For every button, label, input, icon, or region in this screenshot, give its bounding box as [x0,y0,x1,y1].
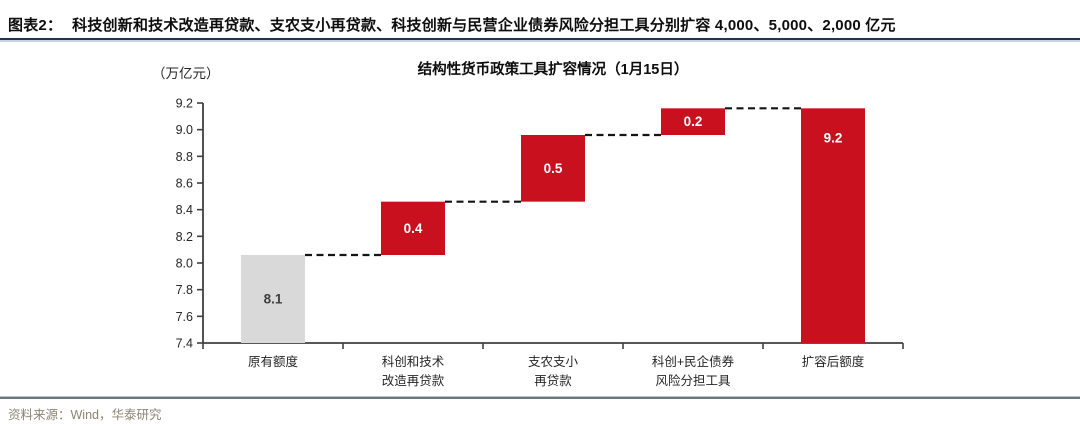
bar-value-label: 0.4 [404,221,423,236]
x-category-label: 扩容后额度 [802,354,865,369]
y-tick-label: 7.6 [176,310,193,324]
x-category-label: 风险分担工具 [655,373,731,388]
bar-value-label: 8.1 [264,292,283,307]
bar-value-label: 0.2 [684,114,703,129]
y-axis-unit-label: （万亿元） [152,66,220,81]
figure-header: 图表2： 科技创新和技术改造再贷款、支农支小再贷款、科技创新与民营企业债券风险分担… [8,14,1074,35]
x-category-label: 支农支小 [528,355,579,369]
waterfall-bar [521,135,585,202]
bar-value-label: 0.5 [544,161,563,176]
y-tick-label: 9.0 [176,123,193,137]
y-tick-label: 8.0 [176,257,193,271]
y-tick-label: 8.2 [176,230,193,244]
x-category-label: 再贷款 [534,374,572,388]
waterfall-bar [381,201,445,255]
y-tick-label: 7.8 [176,283,193,297]
x-category-label: 科创+民企债券 [652,354,735,369]
y-tick-label: 9.2 [176,97,193,111]
chart-title: 结构性货币政策工具扩容情况（1月15日） [417,62,689,78]
footer-divider [0,397,1080,399]
y-tick-label: 8.4 [176,203,193,217]
waterfall-bar [801,108,865,343]
source-note: 资料来源：Wind，华泰研究 [8,408,162,422]
bar-value-label: 9.2 [824,130,843,145]
figure-title: 科技创新和技术改造再贷款、支农支小再贷款、科技创新与民营企业债券风险分担工具分别… [72,17,896,34]
y-tick-label: 8.6 [176,177,193,191]
figure-tag: 图表2： [8,17,63,34]
y-tick-label: 8.8 [176,150,193,164]
x-category-label: 科创和技术 [382,355,445,369]
waterfall-bar [241,255,305,343]
waterfall-bar [661,108,725,135]
x-category-label: 改造再贷款 [382,374,445,388]
y-tick-label: 7.4 [176,337,193,351]
header-divider [0,38,1080,40]
x-category-label: 原有额度 [248,354,299,369]
